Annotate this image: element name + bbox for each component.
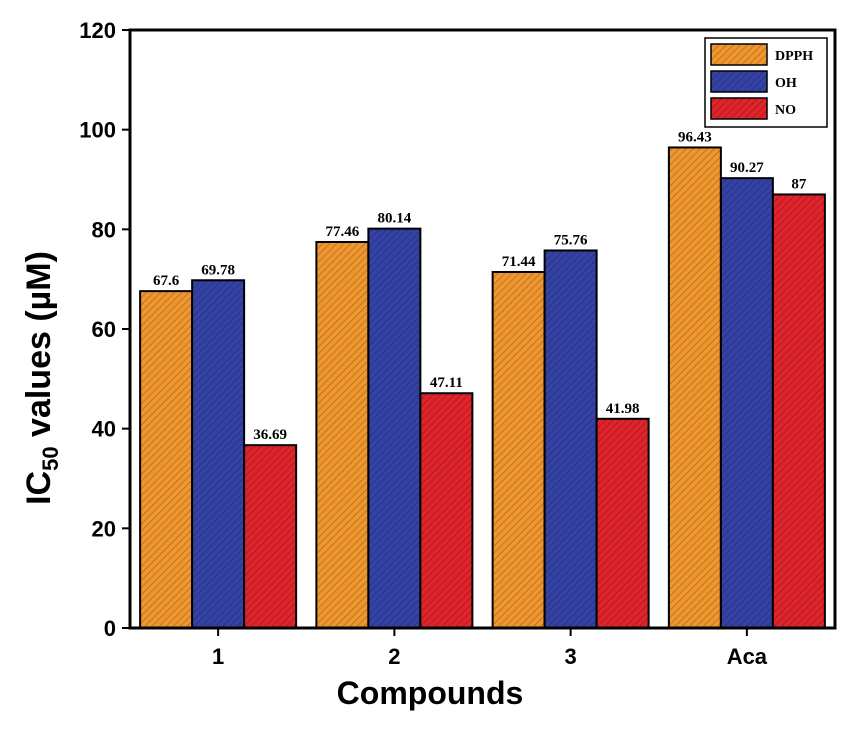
- bar-no-3: [595, 417, 650, 629]
- legend-label-no: NO: [775, 103, 796, 118]
- data-label-oh-2: 80.14: [378, 211, 412, 227]
- y-tick-label: 20: [92, 516, 116, 541]
- data-label-oh-aca: 90.27: [730, 160, 764, 176]
- axis-layer: 1 2 3 Aca 0 20 40 60 80 100 120: [79, 18, 768, 669]
- legend: DPPH OH NO: [704, 37, 828, 128]
- data-label-dpph-2: 77.46: [326, 224, 360, 240]
- y-axis-title-rest: values (µM): [20, 251, 58, 446]
- x-axis-title: Compounds: [337, 675, 524, 711]
- y-axis-title: IC50 values (µM): [20, 251, 63, 505]
- bar-oh-2: [367, 227, 422, 629]
- data-label-dpph-3: 71.44: [502, 254, 536, 270]
- bar-dpph-2: [315, 240, 370, 629]
- data-label-dpph-1: 67.6: [153, 273, 180, 289]
- data-label-no-aca: 87: [791, 176, 807, 192]
- y-tick-label: 100: [79, 118, 116, 143]
- data-label-no-1: 36.69: [253, 427, 287, 443]
- y-axis-title-main: IC: [20, 471, 58, 505]
- bar-no-1: [243, 444, 298, 629]
- data-label-no-3: 41.98: [606, 401, 640, 417]
- data-label-oh-3: 75.76: [554, 232, 588, 248]
- x-tick-label: Aca: [727, 644, 768, 669]
- legend-swatch-dpph: [710, 43, 768, 66]
- bar-dpph-1: [139, 290, 194, 629]
- data-label-no-2: 47.11: [430, 375, 463, 391]
- y-axis-title-subscript: 50: [38, 446, 63, 470]
- legend-label-dpph: DPPH: [775, 49, 813, 64]
- data-label-oh-1: 69.78: [201, 262, 235, 278]
- data-label-dpph-aca: 96.43: [678, 129, 712, 145]
- bar-oh-3: [543, 249, 598, 629]
- y-tick-label: 40: [92, 417, 116, 442]
- bar-dpph-aca: [667, 146, 722, 630]
- y-tick-label: 60: [92, 317, 116, 342]
- bar-no-aca: [771, 193, 826, 629]
- bar-dpph-3: [491, 270, 546, 629]
- legend-items: DPPH OH NO: [710, 43, 813, 120]
- y-tick-label: 0: [104, 616, 116, 641]
- bar-oh-aca: [719, 177, 774, 629]
- bar-no-2: [419, 392, 474, 629]
- legend-swatch-oh: [710, 70, 768, 93]
- y-tick-label: 120: [79, 18, 116, 43]
- x-tick-label: 3: [565, 644, 577, 669]
- bars-layer: [139, 146, 826, 630]
- legend-swatch-no: [710, 97, 768, 120]
- x-tick-label: 2: [388, 644, 400, 669]
- y-tick-label: 80: [92, 217, 116, 242]
- bar-oh-1: [191, 279, 246, 629]
- data-labels-layer: 67.6 69.78 36.69 77.46 80.14 47.11 71.44 75.76 4…: [153, 129, 807, 443]
- legend-label-oh: OH: [775, 76, 797, 91]
- x-tick-label: 1: [212, 644, 224, 669]
